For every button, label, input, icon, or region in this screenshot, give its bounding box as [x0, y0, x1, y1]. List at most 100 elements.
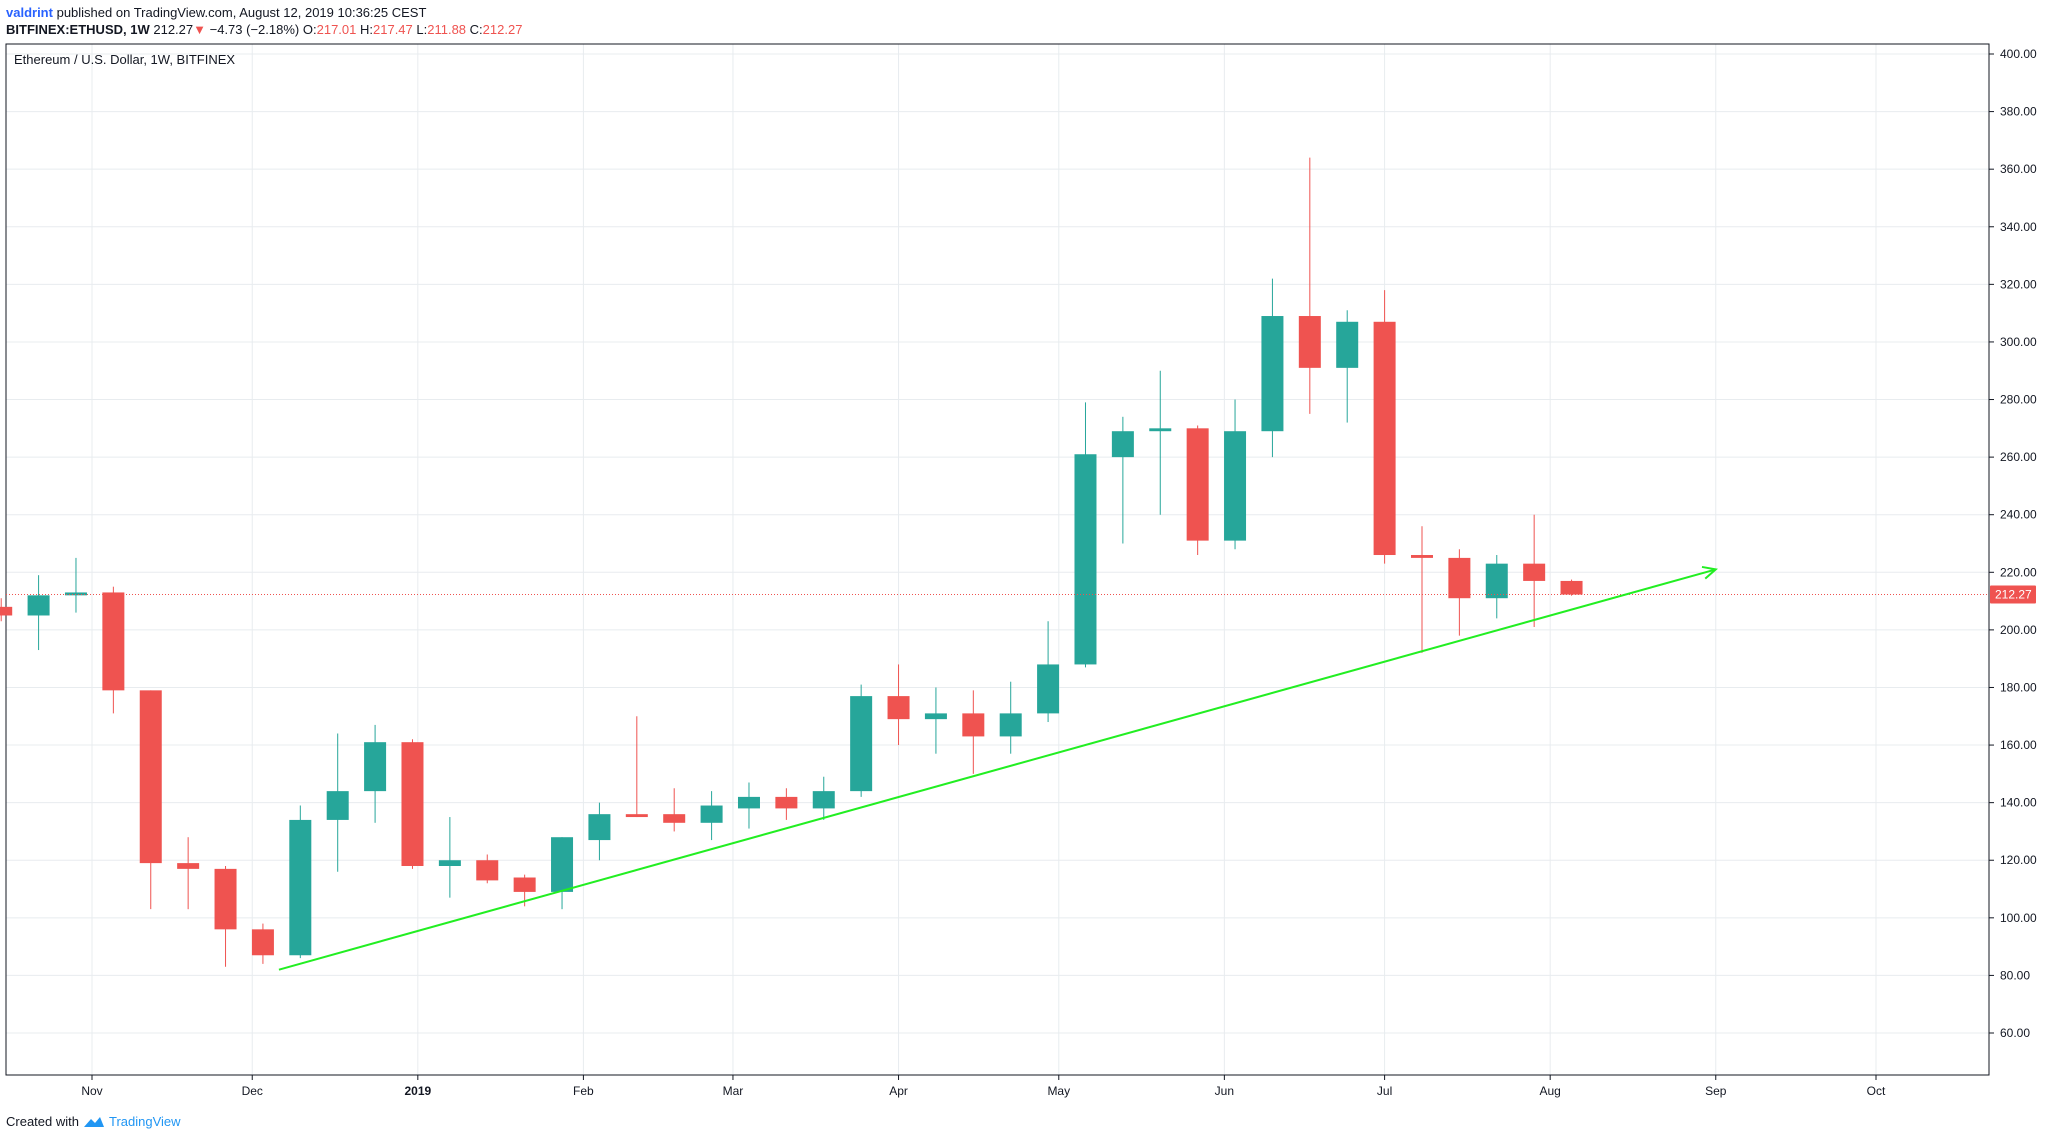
- close-label: C:: [469, 22, 483, 37]
- candle-body-down: [887, 696, 910, 720]
- y-tick-label: 240.00: [2000, 508, 2037, 522]
- created-with-text: Created with: [6, 1114, 79, 1129]
- trendline-group[interactable]: [278, 565, 1718, 971]
- candle-body-down: [251, 929, 274, 956]
- candle-body-down: [1410, 555, 1433, 558]
- trendline-arrow-icon: [1701, 565, 1718, 580]
- x-tick-label: Oct: [1867, 1084, 1886, 1098]
- candle-body-up: [438, 860, 461, 866]
- x-tick-label: May: [1047, 1084, 1070, 1098]
- y-tick-label: 160.00: [2000, 738, 2037, 752]
- published-text: published on TradingView.com, August 12,…: [56, 5, 427, 20]
- x-tick-label: 2019: [404, 1084, 431, 1098]
- y-tick-label: 200.00: [2000, 623, 2037, 637]
- candle-body-up: [1111, 431, 1134, 458]
- symbol-label[interactable]: BITFINEX:ETHUSD, 1W: [6, 22, 150, 37]
- candle-body-down: [1373, 321, 1396, 556]
- ohlc-line: BITFINEX:ETHUSD, 1W 212.27▼ −4.73 (−2.18…: [6, 21, 522, 38]
- candle-body-up: [551, 837, 574, 892]
- x-tick-label: Jul: [1377, 1084, 1392, 1098]
- candle-body-up: [1336, 321, 1359, 368]
- chart-grid: [6, 44, 1989, 1075]
- candle-body-up: [326, 791, 349, 820]
- last-price: 212.27: [153, 22, 194, 37]
- high-label: H:: [360, 22, 373, 37]
- candle-body-down: [102, 592, 125, 691]
- candle-body-up: [700, 805, 723, 823]
- y-tick-label: 360.00: [2000, 162, 2037, 176]
- y-tick-label: 320.00: [2000, 277, 2037, 291]
- candle-body-down: [476, 860, 499, 881]
- y-tick-label: 100.00: [2000, 911, 2037, 925]
- candle-body-up: [850, 696, 873, 792]
- y-tick-label: 300.00: [2000, 335, 2037, 349]
- candle-body-up: [1261, 316, 1284, 432]
- candle-body-down: [0, 606, 13, 616]
- candle-body-down: [1560, 580, 1583, 595]
- candle-body-down: [775, 796, 798, 809]
- y-tick-label: 180.00: [2000, 680, 2037, 694]
- candle-body-up: [1074, 454, 1097, 665]
- candle-body-up: [588, 814, 611, 841]
- candle-body-up: [1037, 664, 1060, 714]
- candle-body-down: [625, 814, 648, 818]
- x-tick-label: Sep: [1705, 1084, 1727, 1098]
- tradingview-logo-icon: [83, 1117, 104, 1127]
- candle-body-down: [1186, 428, 1209, 541]
- y-tick-label: 120.00: [2000, 853, 2037, 867]
- y-tick-label: 80.00: [2000, 968, 2030, 982]
- tradingview-brand-link[interactable]: TradingView: [83, 1114, 181, 1130]
- open-value: 217.01: [316, 22, 357, 37]
- y-tick-label: 220.00: [2000, 565, 2037, 579]
- brand-name: TradingView: [108, 1114, 181, 1129]
- footer: Created with TradingView: [6, 1114, 181, 1130]
- time-axis[interactable]: Nov Dec 2019 Feb Mar Apr May Jun Jul Aug Sep Oct: [81, 1075, 1886, 1098]
- candle-body-up: [999, 713, 1022, 737]
- candle-body-up: [1485, 563, 1508, 599]
- x-tick-label: Dec: [242, 1084, 263, 1098]
- x-tick-label: Feb: [573, 1084, 594, 1098]
- candle-body-down: [177, 863, 200, 869]
- last-price-label: 212.27: [1995, 588, 2032, 602]
- publish-line: valdrint published on TradingView.com, A…: [6, 4, 522, 21]
- author-link[interactable]: valdrint: [6, 5, 53, 20]
- candle-body-up: [27, 595, 50, 616]
- candle-body-down: [139, 690, 162, 864]
- y-tick-label: 400.00: [2000, 47, 2037, 61]
- candle-body-up: [924, 713, 947, 720]
- x-tick-label: Apr: [889, 1084, 908, 1098]
- y-tick-label: 380.00: [2000, 105, 2037, 119]
- x-tick-label: Nov: [81, 1084, 102, 1098]
- candle-body-up: [64, 592, 87, 596]
- candle-body-down: [663, 814, 686, 823]
- candle-body-up: [289, 819, 312, 956]
- y-tick-label: 340.00: [2000, 220, 2037, 234]
- y-tick-label: 260.00: [2000, 450, 2037, 464]
- y-tick-label: 280.00: [2000, 393, 2037, 407]
- candle-body-down: [1523, 563, 1546, 581]
- price-axis[interactable]: 60.00 80.00 100.00 120.00 140.00 160.00 180.00…: [1989, 47, 2037, 1040]
- last-price-label-bg: [1990, 585, 2036, 604]
- low-label: L:: [416, 22, 428, 37]
- last-price-label-group: 212.27: [1990, 585, 2036, 604]
- candle-body-down: [513, 877, 536, 892]
- x-tick-label: Jun: [1215, 1084, 1234, 1098]
- candle-body-down: [1448, 557, 1471, 599]
- price-change: −4.73 (−2.18%): [209, 22, 300, 37]
- x-tick-label: Aug: [1540, 1084, 1561, 1098]
- candle-body-up: [812, 791, 835, 809]
- x-tick-label: Mar: [723, 1084, 744, 1098]
- candle-body-down: [1298, 316, 1321, 368]
- y-tick-label: 60.00: [2000, 1026, 2030, 1040]
- candle-body-down: [401, 742, 424, 866]
- trendline[interactable]: [278, 568, 1717, 971]
- candle-body-up: [1149, 428, 1172, 432]
- high-value: 217.47: [373, 22, 413, 37]
- candle-series: [0, 157, 1583, 967]
- chart-title: Ethereum / U.S. Dollar, 1W, BITFINEX: [14, 52, 235, 67]
- candle-body-down: [214, 868, 237, 930]
- low-value: 211.88: [427, 22, 467, 37]
- candle-body-up: [364, 742, 387, 792]
- candle-body-up: [737, 796, 760, 809]
